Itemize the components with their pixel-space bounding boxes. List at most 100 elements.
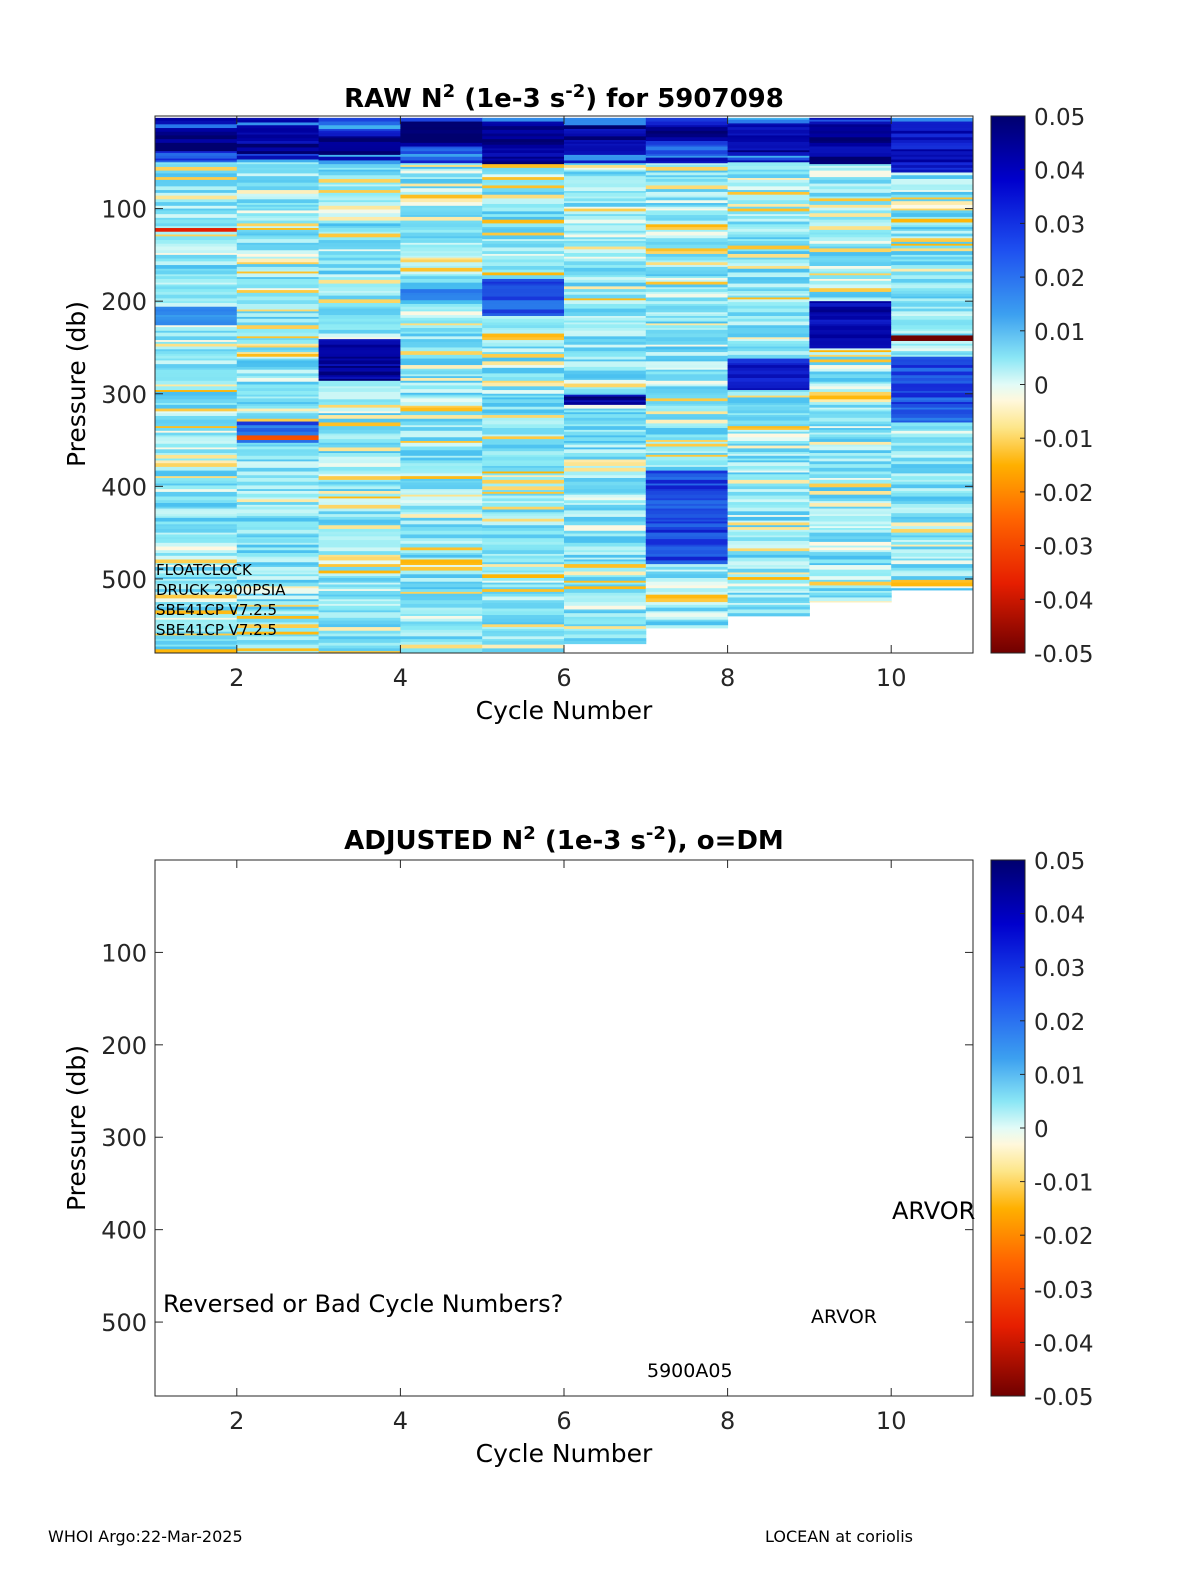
- raw-heatmap-cell: [891, 328, 973, 332]
- raw-heatmap-cell: [727, 165, 810, 171]
- raw-heatmap-cell: [318, 402, 401, 406]
- raw-heatmap-cell: [236, 521, 320, 526]
- raw-heatmap-cell: [236, 292, 320, 297]
- raw-heatmap-cell: [809, 450, 892, 454]
- raw-heatmap-cell: [318, 584, 401, 588]
- raw-heatmap-cell: [564, 249, 647, 254]
- raw-heatmap-cell: [809, 407, 892, 410]
- raw-heatmap-cell: [727, 495, 810, 500]
- raw-heatmap-cell: [236, 125, 320, 129]
- raw-heatmap-cell: [727, 231, 810, 235]
- raw-heatmap-cell: [727, 218, 810, 222]
- raw-heatmap-cell: [236, 459, 320, 462]
- raw-heatmap-cell: [155, 175, 238, 178]
- raw-heatmap-cell: [155, 619, 238, 623]
- raw-heatmap-cell: [809, 268, 892, 272]
- raw-heatmap-cell: [809, 368, 892, 372]
- raw-heatmap-cell: [482, 530, 565, 535]
- raw-heatmap-cell: [564, 412, 647, 415]
- raw-heatmap-cell: [236, 570, 320, 573]
- raw-heatmap-cell: [564, 392, 647, 396]
- raw-heatmap-cell: [727, 243, 810, 247]
- raw-heatmap-cell: [727, 462, 810, 467]
- raw-heatmap-cell: [809, 567, 892, 571]
- raw-heatmap-cell: [400, 166, 483, 170]
- raw-y-tick-label: 400: [101, 473, 147, 501]
- raw-heatmap-cell: [482, 296, 565, 301]
- raw-heatmap-cell: [318, 422, 401, 427]
- raw-heatmap-cell: [891, 340, 973, 345]
- raw-heatmap-cell: [727, 245, 810, 250]
- raw-heatmap-cell: [318, 125, 401, 130]
- raw-heatmap-cell: [155, 124, 238, 129]
- raw-heatmap-cell: [155, 415, 238, 421]
- raw-heatmap-cell: [155, 128, 238, 133]
- raw-heatmap-cell: [645, 137, 729, 142]
- raw-heatmap-cell: [727, 551, 810, 556]
- raw-heatmap-cell: [891, 208, 973, 211]
- raw-heatmap-cell: [400, 566, 483, 571]
- raw-heatmap-cell: [727, 397, 810, 402]
- raw-heatmap-cell: [400, 257, 483, 260]
- raw-heatmap-cell: [236, 119, 320, 123]
- raw-heatmap-cell: [891, 238, 973, 241]
- raw-heatmap-cell: [891, 137, 973, 141]
- raw-heatmap-cell: [645, 525, 729, 528]
- raw-heatmap-cell: [318, 603, 401, 607]
- raw-heatmap-cell: [564, 564, 647, 569]
- raw-heatmap-cell: [727, 127, 810, 131]
- raw-heatmap-cell: [727, 178, 810, 181]
- raw-heatmap-cell: [891, 532, 973, 536]
- raw-heatmap-cell: [155, 192, 238, 197]
- raw-heatmap-cell: [645, 146, 729, 151]
- raw-heatmap-cell: [318, 233, 401, 238]
- raw-heatmap-cell: [727, 171, 810, 175]
- raw-heatmap-cell: [482, 373, 565, 378]
- raw-heatmap-cell: [318, 536, 401, 541]
- raw-heatmap-cell: [564, 536, 647, 541]
- raw-heatmap-cell: [645, 125, 729, 128]
- raw-heatmap-cell: [400, 311, 483, 316]
- raw-heatmap-cell: [891, 473, 973, 477]
- raw-colorbar-tick-label: -0.01: [1034, 427, 1094, 453]
- raw-heatmap-cell: [645, 490, 729, 496]
- raw-heatmap-cell: [400, 323, 483, 326]
- raw-heatmap-cell: [236, 437, 320, 441]
- raw-heatmap-cell: [236, 358, 320, 361]
- raw-heatmap-cell: [318, 213, 401, 218]
- raw-heatmap-cell: [727, 123, 810, 126]
- raw-heatmap-cell: [727, 358, 810, 362]
- raw-heatmap-cell: [809, 130, 892, 134]
- raw-heatmap-cell: [564, 214, 647, 217]
- raw-heatmap-cell: [400, 267, 483, 272]
- raw-heatmap-cell: [645, 571, 729, 575]
- raw-heatmap-cell: [727, 214, 810, 217]
- raw-heatmap-cell: [318, 290, 401, 294]
- raw-heatmap-cell: [318, 605, 401, 609]
- raw-heatmap-cell: [236, 223, 320, 227]
- raw-heatmap-cell: [727, 406, 810, 411]
- raw-colorbar-ticks: 0.050.040.030.020.010-0.01-0.02-0.03-0.0…: [1020, 105, 1094, 668]
- raw-heatmap-cell: [891, 156, 973, 160]
- raw-heatmap-cell: [564, 589, 647, 594]
- raw-heatmap-cell: [482, 386, 565, 391]
- raw-heatmap-cell: [155, 190, 238, 194]
- footer-left: WHOI Argo:22-Mar-2025: [48, 1527, 243, 1546]
- raw-heatmap-cell: [727, 257, 810, 260]
- raw-heatmap-cell: [318, 543, 401, 548]
- raw-heatmap-cell: [564, 198, 647, 202]
- raw-heatmap-cell: [809, 515, 892, 520]
- raw-heatmap-cell: [400, 468, 483, 472]
- raw-heatmap-cell: [891, 582, 973, 587]
- raw-heatmap-cell: [809, 321, 892, 325]
- raw-heatmap-cell: [891, 454, 973, 459]
- raw-heatmap-cell: [155, 439, 238, 442]
- raw-heatmap-cell: [236, 366, 320, 371]
- raw-heatmap-cell: [809, 146, 892, 150]
- raw-heatmap-cell: [236, 411, 320, 414]
- raw-heatmap-cell: [155, 151, 238, 154]
- raw-heatmap-cell: [564, 449, 647, 454]
- raw-heatmap-cell: [564, 196, 647, 199]
- raw-heatmap-cell: [564, 611, 647, 614]
